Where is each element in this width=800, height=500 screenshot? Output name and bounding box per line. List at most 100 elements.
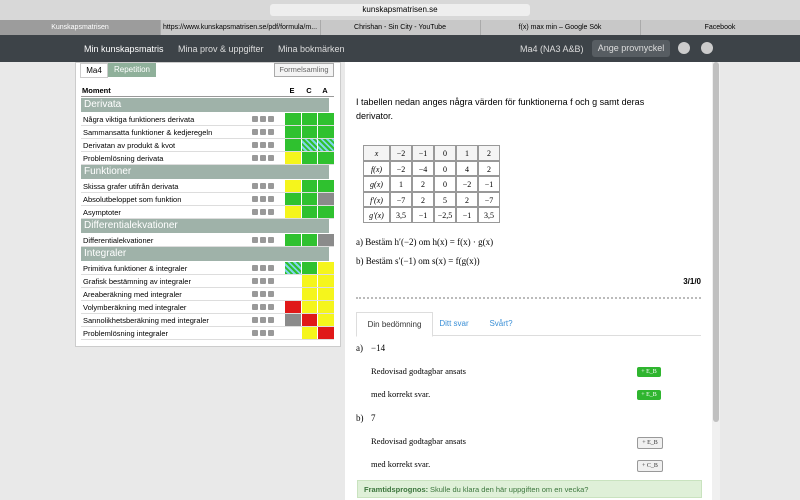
- nav-link[interactable]: Min kunskapsmatris: [84, 44, 164, 54]
- grade-cell[interactable]: [284, 301, 301, 313]
- grade-cell[interactable]: [317, 234, 334, 246]
- topic-link[interactable]: Differentialekvationer: [83, 236, 154, 245]
- help-icon[interactable]: [701, 42, 713, 54]
- grade-cell[interactable]: [301, 327, 318, 339]
- grade-cell[interactable]: [317, 180, 334, 192]
- grade-cell[interactable]: [317, 152, 334, 164]
- grade-cell[interactable]: [284, 152, 301, 164]
- matrix-tab[interactable]: Repetition: [108, 63, 156, 77]
- grade-cell[interactable]: [301, 206, 318, 218]
- resource-icon[interactable]: [260, 183, 266, 189]
- topic-link[interactable]: Derivatan av produkt & kvot: [83, 141, 176, 150]
- resource-icon[interactable]: [260, 330, 266, 336]
- scroll-thumb[interactable]: [713, 62, 719, 422]
- grade-cell[interactable]: [317, 139, 334, 151]
- nav-link[interactable]: Mina prov & uppgifter: [178, 44, 264, 54]
- grade-cell[interactable]: [301, 126, 318, 138]
- resource-icon[interactable]: [260, 317, 266, 323]
- browser-tab[interactable]: Chrishan - Sin City - YouTube: [320, 20, 481, 35]
- resource-icon[interactable]: [260, 265, 266, 271]
- grade-cell[interactable]: [317, 327, 334, 339]
- resource-icon[interactable]: [268, 330, 274, 336]
- resource-icon[interactable]: [268, 142, 274, 148]
- resource-icon[interactable]: [268, 265, 274, 271]
- topic-link[interactable]: Sannolikhetsberäkning med integraler: [83, 316, 209, 325]
- resource-icon[interactable]: [252, 330, 258, 336]
- topic-link[interactable]: Sammansatta funktioner & kedjeregeln: [83, 128, 213, 137]
- grade-cell[interactable]: [284, 113, 301, 125]
- resource-icon[interactable]: [260, 209, 266, 215]
- matrix-tab[interactable]: Ma4: [80, 63, 108, 78]
- grade-cell[interactable]: [284, 262, 301, 274]
- nav-link[interactable]: Mina bokmärken: [278, 44, 345, 54]
- topic-link[interactable]: Asymptoter: [83, 208, 121, 217]
- criterion-button[interactable]: + E_B: [637, 367, 661, 377]
- grade-cell[interactable]: [301, 180, 318, 192]
- resource-icon[interactable]: [268, 291, 274, 297]
- resource-icon[interactable]: [268, 129, 274, 135]
- topic-link[interactable]: Problemlösning derivata: [83, 154, 164, 163]
- resource-icon[interactable]: [252, 237, 258, 243]
- resource-icon[interactable]: [252, 129, 258, 135]
- grade-cell[interactable]: [317, 206, 334, 218]
- resource-icon[interactable]: [260, 278, 266, 284]
- resource-icon[interactable]: [260, 237, 266, 243]
- resource-icon[interactable]: [252, 183, 258, 189]
- resource-icon[interactable]: [260, 304, 266, 310]
- grade-cell[interactable]: [301, 301, 318, 313]
- assessment-tab[interactable]: Ditt svar: [439, 319, 469, 328]
- resource-icon[interactable]: [260, 291, 266, 297]
- scrollbar[interactable]: [712, 62, 720, 500]
- resource-icon[interactable]: [252, 304, 258, 310]
- grade-cell[interactable]: [284, 206, 301, 218]
- browser-tab[interactable]: Facebook: [640, 20, 800, 35]
- browser-tab[interactable]: f(x) max min – Google Sök: [480, 20, 641, 35]
- key-button[interactable]: Ange provnyckel: [592, 40, 670, 57]
- topic-link[interactable]: Volymberäkning med integraler: [83, 303, 187, 312]
- topic-link[interactable]: Primitiva funktioner & integraler: [83, 264, 188, 273]
- assessment-tab[interactable]: Svårt?: [489, 319, 513, 328]
- resource-icon[interactable]: [252, 209, 258, 215]
- topic-link[interactable]: Absolutbeloppet som funktion: [83, 195, 182, 204]
- resource-icon[interactable]: [252, 278, 258, 284]
- criterion-button[interactable]: + C_B: [637, 460, 663, 472]
- topic-link[interactable]: Skissa grafer utifrån derivata: [83, 182, 179, 191]
- resource-icon[interactable]: [268, 155, 274, 161]
- course-select[interactable]: Ma4 (NA3 A&B): [520, 44, 584, 54]
- resource-icon[interactable]: [252, 155, 258, 161]
- resource-icon[interactable]: [268, 183, 274, 189]
- grade-cell[interactable]: [301, 262, 318, 274]
- resource-icon[interactable]: [252, 142, 258, 148]
- grade-cell[interactable]: [301, 152, 318, 164]
- grade-cell[interactable]: [301, 139, 318, 151]
- grade-cell[interactable]: [284, 126, 301, 138]
- assessment-tab[interactable]: Din bedömning: [356, 312, 433, 337]
- topic-link[interactable]: Grafisk bestämning av integraler: [83, 277, 191, 286]
- resource-icon[interactable]: [252, 317, 258, 323]
- grade-cell[interactable]: [301, 288, 318, 300]
- resource-icon[interactable]: [268, 209, 274, 215]
- grade-cell[interactable]: [301, 234, 318, 246]
- grade-cell[interactable]: [284, 314, 301, 326]
- grade-cell[interactable]: [317, 314, 334, 326]
- grade-cell[interactable]: [301, 193, 318, 205]
- topic-link[interactable]: Några viktiga funktioners derivata: [83, 115, 195, 124]
- grade-cell[interactable]: [284, 180, 301, 192]
- formula-button[interactable]: Formelsamling: [274, 63, 334, 77]
- browser-tab[interactable]: https://www.kunskapsmatrisen.se/pdf/form…: [160, 20, 321, 35]
- resource-icon[interactable]: [268, 116, 274, 122]
- resource-icon[interactable]: [252, 116, 258, 122]
- grade-cell[interactable]: [301, 314, 318, 326]
- grade-cell[interactable]: [317, 126, 334, 138]
- criterion-button[interactable]: + E_B: [637, 390, 661, 400]
- grade-cell[interactable]: [301, 275, 318, 287]
- resource-icon[interactable]: [260, 129, 266, 135]
- resource-icon[interactable]: [252, 196, 258, 202]
- grade-cell[interactable]: [284, 139, 301, 151]
- resource-icon[interactable]: [252, 265, 258, 271]
- grade-cell[interactable]: [317, 262, 334, 274]
- grade-cell[interactable]: [284, 288, 301, 300]
- grade-cell[interactable]: [284, 234, 301, 246]
- grade-cell[interactable]: [301, 113, 318, 125]
- resource-icon[interactable]: [260, 142, 266, 148]
